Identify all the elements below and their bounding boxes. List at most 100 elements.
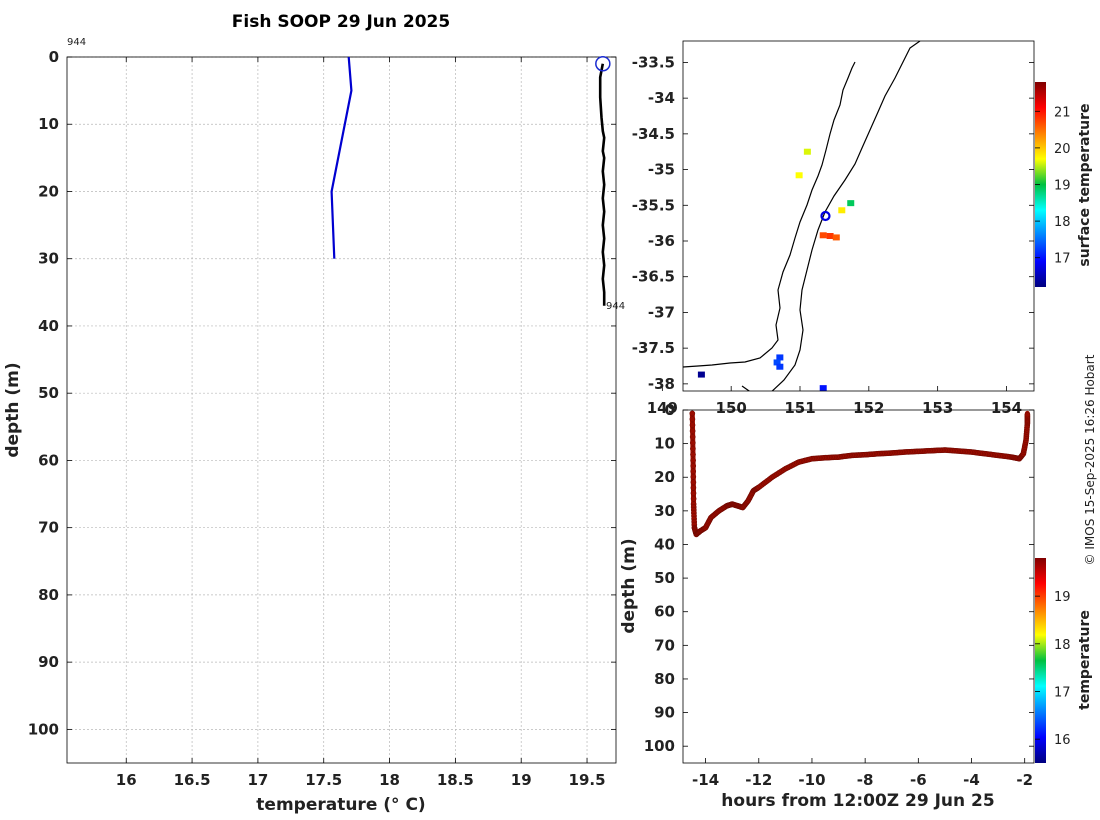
- depth-time-x-axis-label: hours from 12:00Z 29 Jun 25: [721, 791, 994, 811]
- map-x-tick-label: 149: [647, 399, 678, 417]
- map-y-tick-label: -34: [648, 89, 675, 107]
- profile-start-marker: [595, 55, 611, 72]
- profile-x-tick-label: 19.5: [569, 771, 606, 789]
- depth-time-y-tick-label: 10: [654, 435, 675, 453]
- profile-y-tick-label: 40: [38, 317, 59, 335]
- depth-data-point: [689, 439, 696, 446]
- reference-profile-line: [330, 56, 353, 259]
- map-data-point: [803, 148, 811, 155]
- map-y-tick-label: -37: [648, 303, 675, 321]
- profile-y-tick-label: 70: [38, 519, 59, 537]
- map-y-tick-label: -33.5: [632, 53, 675, 71]
- depth-time-x-tick-label: -4: [963, 771, 980, 789]
- depth-time-x-tick-label: -12: [745, 771, 772, 789]
- profile-x-tick-label: 17.5: [305, 771, 342, 789]
- depth-time-axes-box: [682, 409, 1035, 764]
- profile-x-tick-label: 16: [116, 771, 137, 789]
- depth-data-point: [1024, 411, 1031, 418]
- map-data-point: [819, 385, 827, 391]
- surface-temp-colorbar-tick-label: 18: [1054, 215, 1071, 230]
- profile-y-tick-label: 90: [38, 653, 59, 671]
- map-y-tick-label: -36.5: [632, 268, 675, 286]
- temperature-colorbar-tick-label: 19: [1054, 590, 1071, 605]
- fish-profile-line: [598, 63, 606, 306]
- depth-data-point: [689, 434, 696, 440]
- map-x-tick-label: 151: [784, 399, 815, 417]
- surface-temp-colorbar-tick-label: 17: [1054, 252, 1071, 267]
- profile-x-tick-label: 16.5: [174, 771, 211, 789]
- map-data-point: [773, 359, 781, 366]
- map-y-tick-label: -37.5: [632, 339, 675, 357]
- surface-temp-colorbar-tick-label: 21: [1054, 105, 1071, 120]
- profile-y-axis-label: depth (m): [3, 362, 23, 457]
- depth-data-point: [690, 479, 697, 486]
- depth-time-y-tick-label: 0: [665, 401, 675, 419]
- map-position-marker: [820, 210, 831, 222]
- depth-trace-line: [689, 410, 1030, 537]
- profile-y-tick-label: 10: [38, 115, 59, 133]
- depth-time-y-tick-label: 50: [654, 569, 675, 587]
- map-y-tick-label: -35.5: [632, 196, 675, 214]
- map-data-point: [795, 172, 803, 179]
- map-data-point: [776, 363, 784, 370]
- profile-y-tick-label: 80: [38, 586, 59, 604]
- temperature-colorbar-tick-label: 18: [1054, 638, 1071, 653]
- depth-data-point: [690, 445, 696, 452]
- profile-y-tick-label: 30: [38, 250, 59, 268]
- map-axes-box: [682, 40, 1035, 392]
- temperature-profile-panel: 16 16.5 17 17.5 18 18.5 19 19.5 0 10 20 30 40 50 60 70 8…: [3, 12, 625, 815]
- profile-y-tick-label: 0: [49, 48, 59, 66]
- depth-data-point: [690, 473, 697, 480]
- map-data-point: [838, 207, 846, 214]
- depth-time-x-tick-label: -6: [910, 771, 927, 789]
- depth-time-x-tick-label: -10: [798, 771, 825, 789]
- profile-start-annotation: 944: [67, 37, 86, 48]
- map-y-tick-label: -35: [648, 161, 675, 179]
- profile-x-tick-label: 18.5: [437, 771, 474, 789]
- depth-time-y-tick-label: 80: [654, 670, 675, 688]
- profile-x-axis-label: temperature (° C): [256, 795, 425, 815]
- depth-time-y-tick-label: 90: [654, 704, 675, 722]
- depth-data-point: [689, 410, 696, 417]
- depth-time-y-axis-label: depth (m): [619, 538, 639, 633]
- map-data-point: [697, 371, 705, 378]
- surface-temp-colorbar-tick-label: 20: [1054, 142, 1071, 157]
- map-data-point: [819, 232, 827, 239]
- surface-temp-colorbar-tick-label: 19: [1054, 179, 1071, 194]
- map-x-tick-label: 152: [853, 399, 884, 417]
- map-y-tick-label: -36: [648, 232, 675, 250]
- depth-time-panel: -14 -12 -10 -8 -6 -4 -20102030405060708090100 …: [619, 401, 1093, 811]
- temperature-colorbar: [1035, 558, 1046, 763]
- depth-data-point: [690, 463, 697, 469]
- surface-temp-colorbar: [1035, 82, 1046, 287]
- profile-axes-box: [66, 56, 617, 764]
- depth-data-point: [689, 428, 696, 434]
- map-data-point: [832, 234, 840, 241]
- profile-y-tick-label: 50: [38, 384, 59, 402]
- chart-title: Fish SOOP 29 Jun 2025: [232, 12, 450, 32]
- map-data-point: [776, 354, 784, 361]
- profile-y-tick-label: 60: [38, 451, 59, 469]
- depth-time-y-tick-label: 30: [654, 502, 675, 520]
- profile-y-tick-label: 20: [38, 182, 59, 200]
- depth-time-x-tick-label: -8: [857, 771, 874, 789]
- map-x-tick-label: 153: [922, 399, 953, 417]
- temperature-colorbar-label: temperature: [1077, 610, 1093, 710]
- map-x-tick-label: 154: [991, 399, 1022, 417]
- profile-x-tick-label: 18: [379, 771, 400, 789]
- map-data-point: [847, 200, 855, 207]
- depth-time-y-tick-label: 70: [654, 636, 675, 654]
- surface-temp-colorbar-label: surface temperature: [1077, 103, 1093, 266]
- depth-time-y-tick-label: 60: [654, 603, 675, 621]
- temperature-colorbar-tick-label: 17: [1054, 685, 1071, 700]
- map-x-tick-label: 150: [716, 399, 747, 417]
- map-data-point: [826, 233, 834, 239]
- depth-data-point: [689, 422, 696, 428]
- map-panel: 149 150 151 152 153 154 -33.5 -34 -34.5 -35 -35.5 -…: [632, 40, 1093, 417]
- temperature-colorbar-tick-label: 16: [1054, 733, 1071, 748]
- profile-end-annotation: 944: [606, 301, 625, 312]
- depth-time-y-tick-label: 40: [654, 535, 675, 553]
- depth-data-point: [690, 457, 696, 464]
- depth-time-y-tick-label: 100: [644, 737, 675, 755]
- depth-data-point: [690, 451, 696, 458]
